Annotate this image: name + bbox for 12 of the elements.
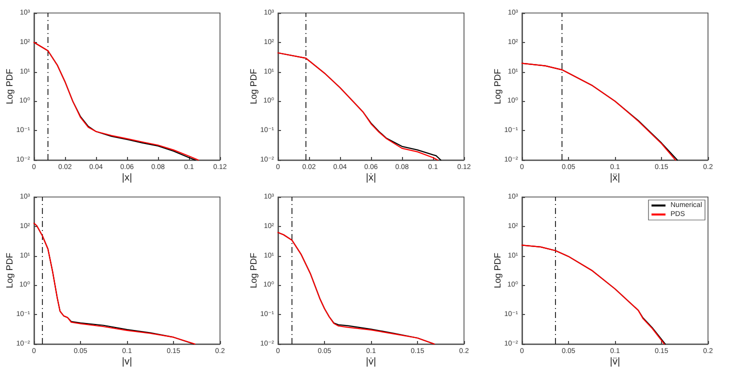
x-axis-title: |v̇| — [366, 356, 376, 368]
y-axis-title: Log PDF — [492, 68, 502, 104]
y-axis-title: Log PDF — [4, 68, 14, 104]
y-axis-title: Log PDF — [492, 252, 502, 288]
x-axis-title: |x| — [122, 172, 132, 184]
x-axis-title: |v| — [122, 356, 132, 368]
y-axis-title: Log PDF — [4, 252, 14, 288]
y-axis-title: Log PDF — [248, 68, 258, 104]
y-axis-title: Log PDF — [248, 252, 258, 288]
x-axis-title: |v̈| — [610, 356, 620, 368]
x-axis-title: |ẍ| — [610, 172, 620, 184]
x-axis-title: |ẋ| — [366, 172, 376, 184]
